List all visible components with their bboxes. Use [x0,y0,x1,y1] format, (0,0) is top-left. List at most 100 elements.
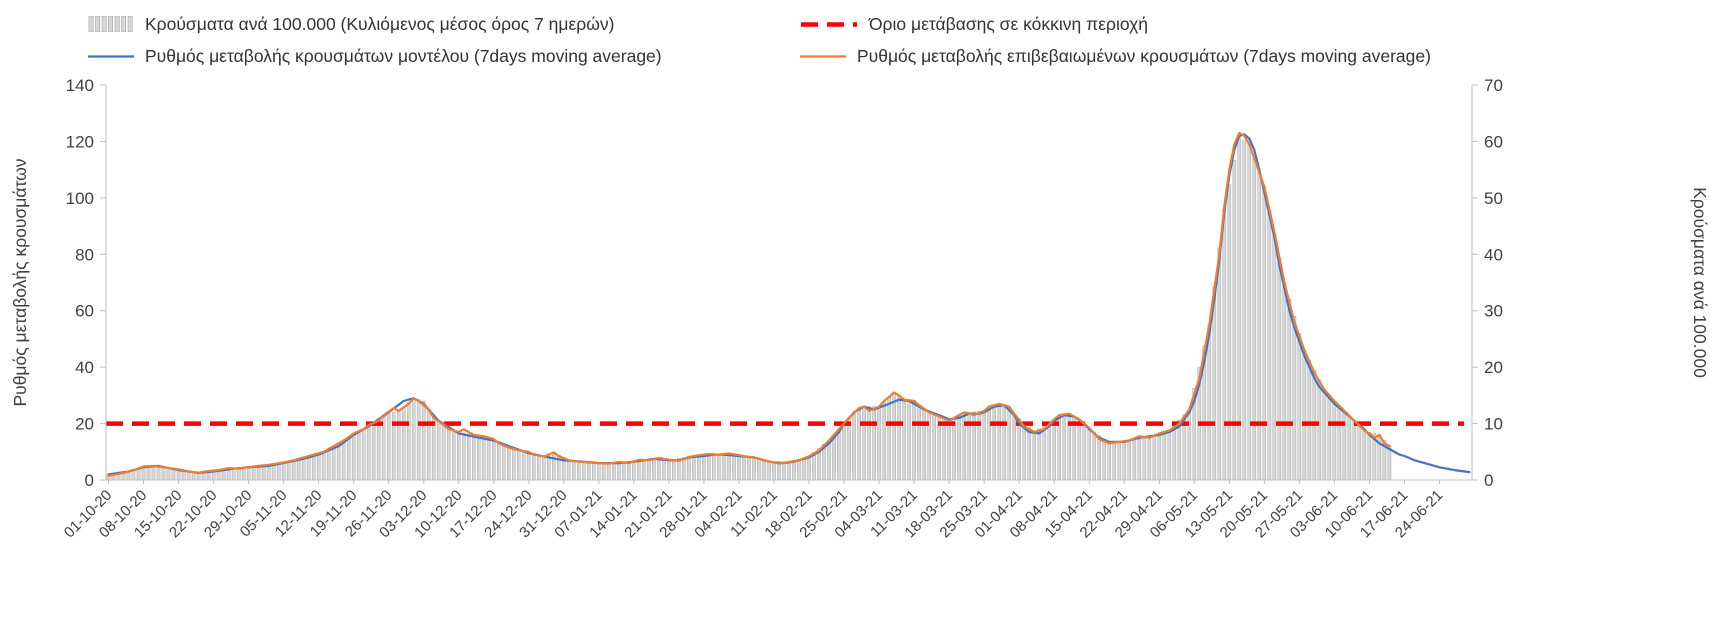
bar [587,462,591,481]
bar [1302,350,1307,481]
bar [492,439,496,481]
bar [482,436,486,481]
bar [447,429,451,481]
bar [311,454,316,481]
bar [812,452,816,481]
bar [717,453,721,481]
bar [1072,417,1076,481]
bar [617,463,621,481]
bar [787,461,791,481]
bar [1112,442,1116,481]
bar [1017,418,1021,481]
legend: Κρούσματα ανά 100.000 (Κυλιόμενος μέσος … [88,10,1688,70]
bar [647,460,651,481]
bar [1267,210,1272,481]
legend-grid: Κρούσματα ανά 100.000 (Κυλιόμενος μέσος … [88,10,1688,70]
bar [1277,258,1282,481]
bar [507,447,511,481]
bar [517,449,521,481]
legend-label-threshold: Όριο μετάβασης σε κόκκινη περιοχή [869,13,1149,34]
bar [462,432,466,481]
bar [1282,282,1287,481]
bar [321,451,326,481]
bar [1217,247,1222,481]
bar [376,418,381,481]
bar [336,443,341,481]
bar [256,465,261,481]
bar [922,408,926,481]
bar [316,453,321,481]
bar [306,455,311,481]
legend-item-model: Ρυθμός μεταβολής κρουσμάτων μοντέλου (7d… [88,42,800,70]
bar [752,457,756,481]
bar [627,462,631,481]
bar [406,402,411,481]
bar [1172,425,1177,481]
bar [742,455,746,481]
bar [652,459,656,481]
bar [351,434,356,481]
bar [982,411,986,481]
bar [732,454,736,481]
bar [246,467,251,481]
bar [957,414,961,481]
bar [672,458,676,481]
bar [1347,416,1352,481]
model-line-swatch-icon [88,54,134,58]
bar [1327,395,1332,481]
bar [457,431,461,481]
bar [1322,389,1327,481]
bar [1057,417,1061,481]
bar [421,400,426,481]
bar [657,459,661,481]
bar [1047,422,1051,481]
bar [386,413,391,481]
chart-plot: 02040608010012014001020304050607001-10-2… [10,76,1710,541]
bar [522,450,526,481]
bar [1332,400,1337,481]
bar [887,397,891,481]
bar [1297,333,1302,481]
bar [597,462,601,481]
bar [1227,184,1232,481]
left-tick-label: 40 [75,358,94,377]
bar [1077,420,1081,481]
bar [487,438,491,481]
legend-item-cases-bars: Κρούσματα ανά 100.000 (Κυλιόμενος μέσος … [88,10,800,38]
bar [1387,445,1392,481]
bar [472,434,476,481]
bar [1052,419,1056,481]
bar [1147,437,1152,481]
bar [807,456,811,481]
bar [441,425,446,481]
right-axis-title: Κρούσματα ανά 100.000 [1690,187,1710,378]
bar [697,455,701,481]
bar [361,429,366,481]
bar [987,408,991,481]
bar [947,420,951,481]
bar [727,453,731,481]
bar [842,423,846,481]
bar [857,410,861,481]
bar [1002,407,1006,481]
bar [1142,438,1147,481]
right-tick-label: 70 [1484,76,1503,95]
bar [1037,428,1041,481]
bar [762,460,766,481]
bar [582,461,586,481]
bar [1137,438,1142,481]
bar [892,392,896,481]
bar [662,459,666,481]
bar [1162,432,1167,481]
bar [1352,421,1357,481]
bar [497,441,501,481]
left-tick-label: 80 [75,245,94,264]
bar [502,444,506,481]
bar [1087,427,1091,481]
bar [877,406,881,481]
bar [1122,441,1126,481]
confirmed-line [107,131,1391,477]
bar [687,456,691,481]
bar [837,429,841,481]
bar [1212,286,1217,481]
